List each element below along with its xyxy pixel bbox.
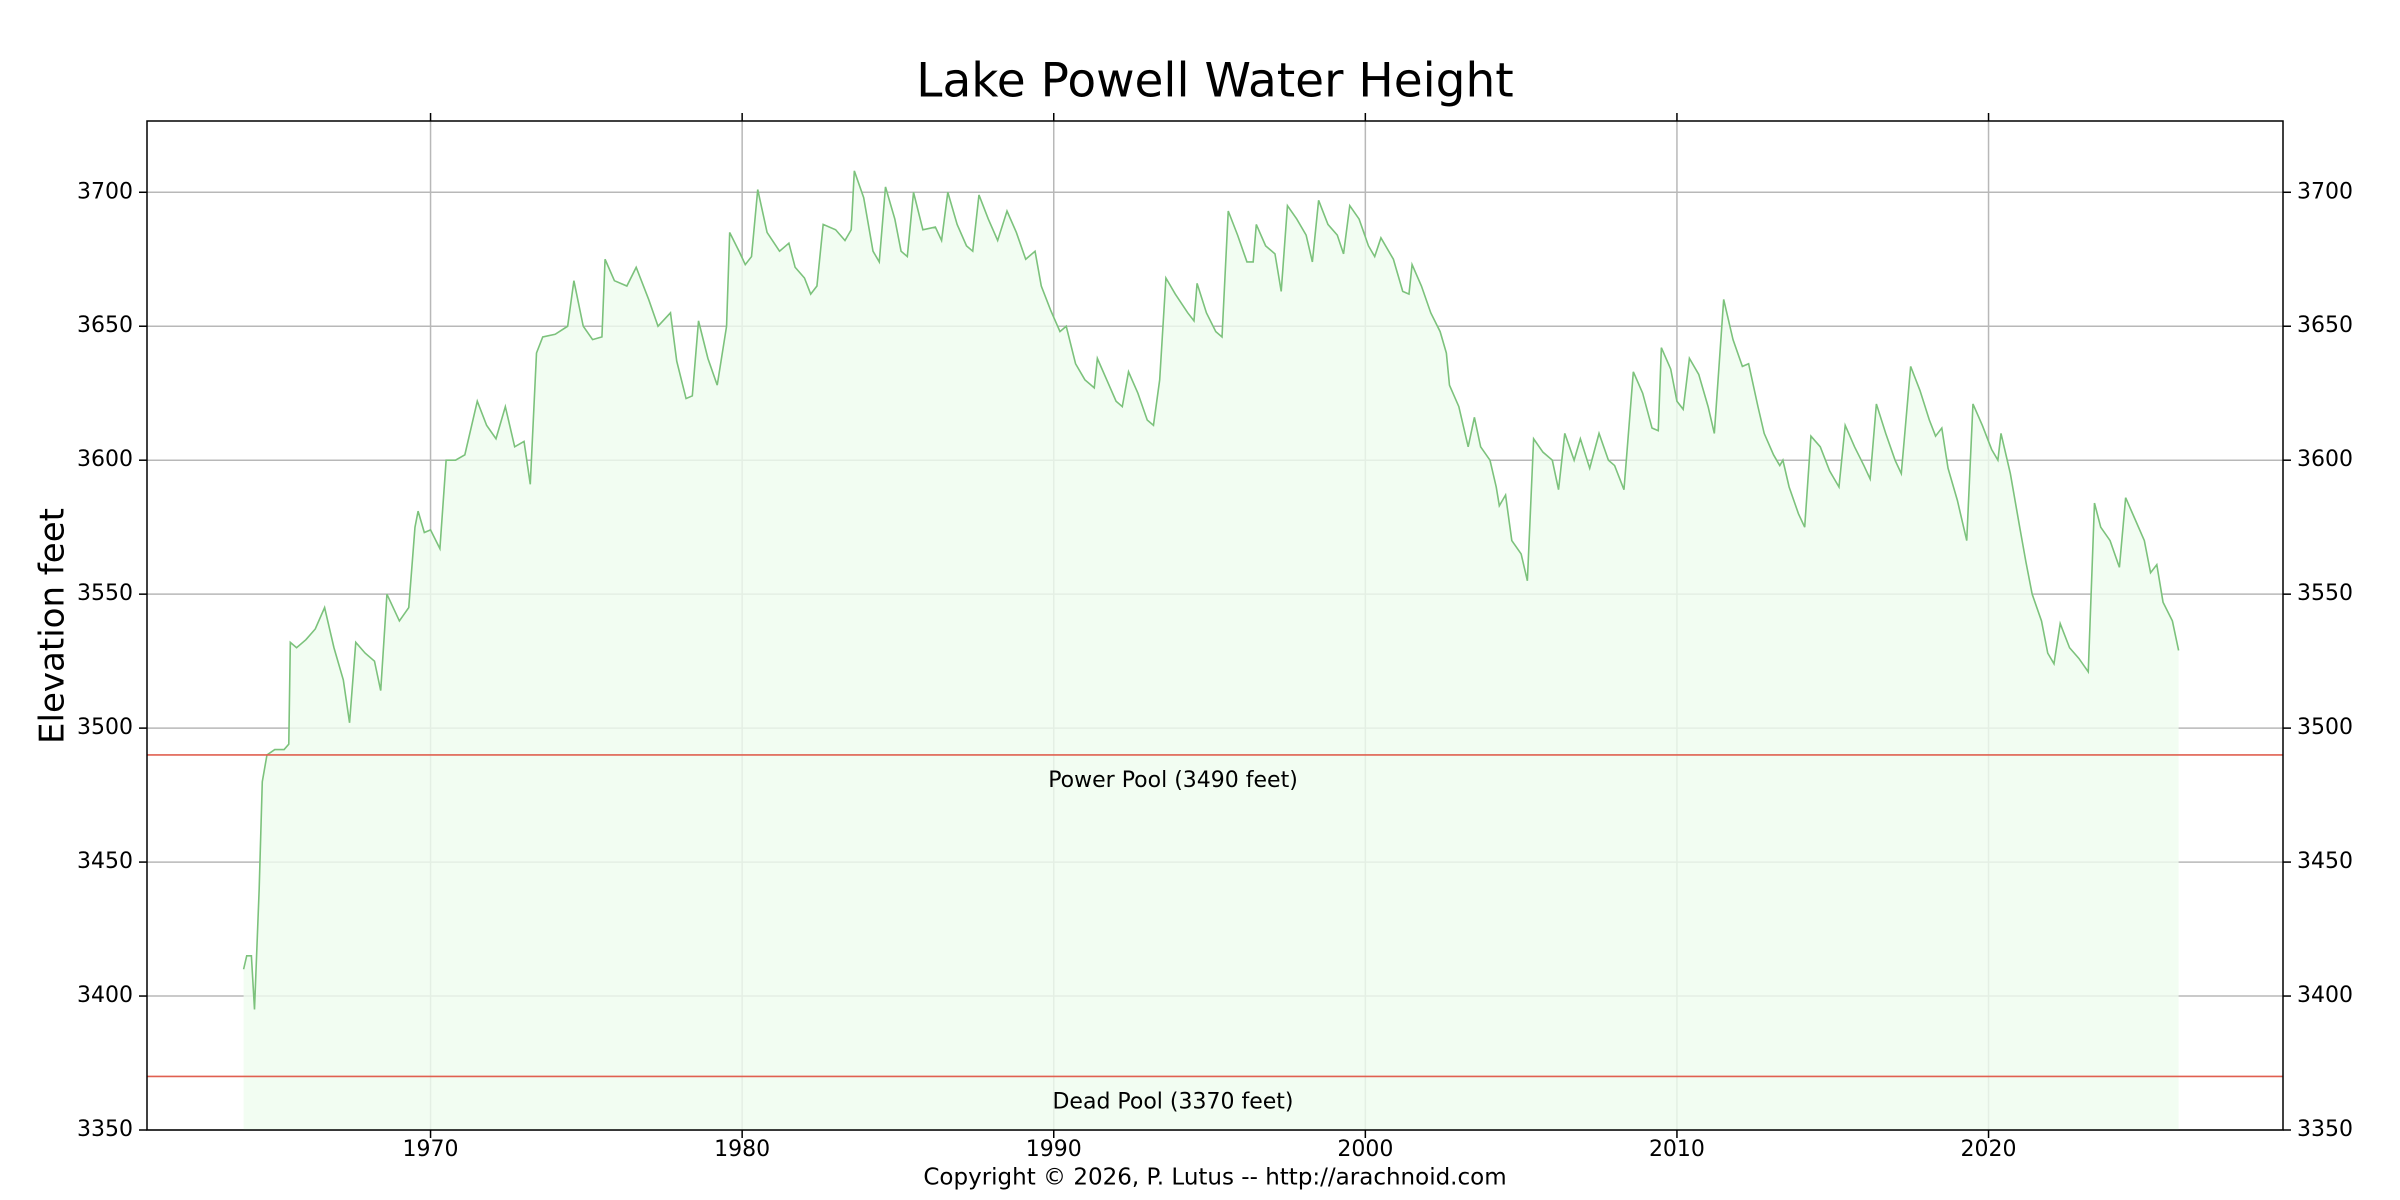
y-tick-label: 3500 bbox=[77, 715, 133, 740]
y-tick-label-right: 3700 bbox=[2297, 179, 2353, 204]
x-tick-label: 2000 bbox=[1337, 1137, 1393, 1162]
y-axis-label: Elevation feet bbox=[33, 508, 73, 744]
area bbox=[243, 170, 2179, 1130]
y-tick-label: 3700 bbox=[77, 179, 133, 204]
y-tick-label-right: 3450 bbox=[2297, 849, 2353, 874]
y-tick-label-right: 3500 bbox=[2297, 715, 2353, 740]
y-tick-label: 3600 bbox=[77, 447, 133, 472]
y-tick-label-right: 3350 bbox=[2297, 1117, 2353, 1142]
line bbox=[242, 170, 2180, 1010]
footer: Copyright © 2026, P. Lutus -- http://ara… bbox=[923, 1165, 1506, 1191]
y-tick-label: 3550 bbox=[77, 581, 133, 606]
x-tick-label: 2020 bbox=[1961, 1137, 2017, 1162]
x-tick-label: 1980 bbox=[714, 1137, 770, 1162]
y-tick-label: 3400 bbox=[77, 983, 133, 1008]
y-tick-label: 3450 bbox=[77, 849, 133, 874]
reference-label: Power Pool (3490 feet) bbox=[1048, 768, 1298, 793]
chart-title: Lake Powell Water Height bbox=[916, 54, 1513, 109]
y-tick-label-right: 3550 bbox=[2297, 581, 2353, 606]
reference-label: Dead Pool (3370 feet) bbox=[1052, 1089, 1293, 1114]
plot-frame bbox=[146, 120, 2284, 1131]
x-tick-label: 1970 bbox=[403, 1137, 459, 1162]
y-tick-label-right: 3600 bbox=[2297, 447, 2353, 472]
x-tick-label: 1990 bbox=[1026, 1137, 1082, 1162]
x-tick-label: 2010 bbox=[1649, 1137, 1705, 1162]
y-tick-label-right: 3400 bbox=[2297, 983, 2353, 1008]
y-tick-label: 3650 bbox=[77, 313, 133, 338]
y-tick-label: 3350 bbox=[77, 1117, 133, 1142]
y-tick-label-right: 3650 bbox=[2297, 313, 2353, 338]
